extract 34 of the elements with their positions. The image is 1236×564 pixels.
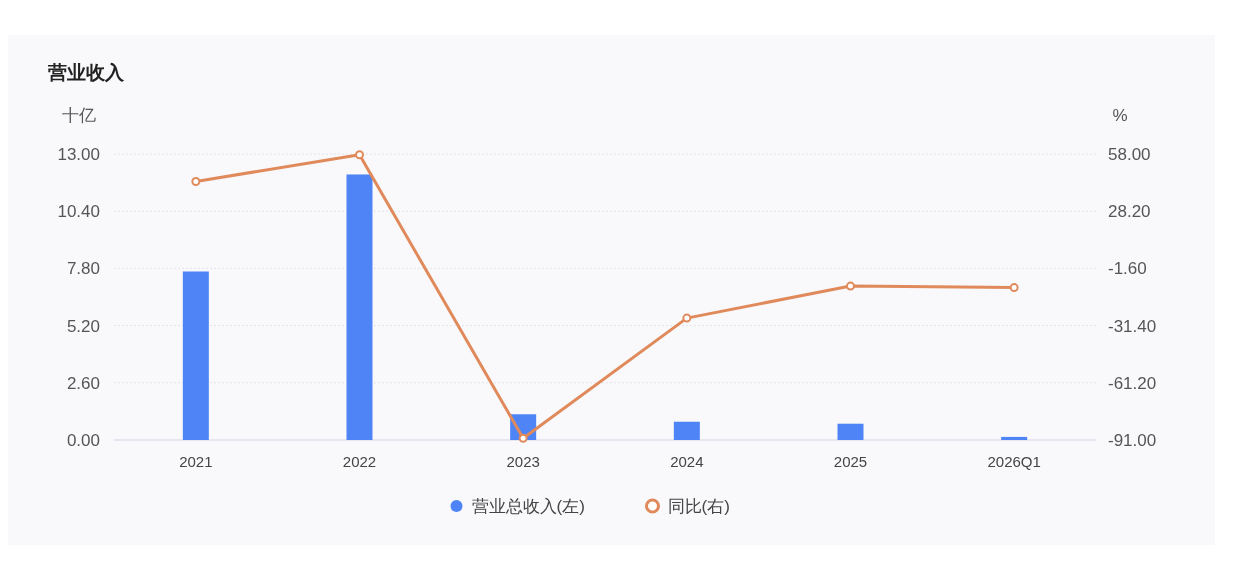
y2-tick-label: -31.40 [1108, 316, 1157, 336]
point [355, 150, 364, 160]
point [191, 176, 201, 186]
x-tick-label: 2023 [506, 453, 540, 470]
point [518, 433, 528, 443]
point [1009, 283, 1019, 293]
bar [182, 271, 209, 440]
y-tick-label: 13.00 [57, 145, 100, 164]
y-tick-label: 10.40 [57, 202, 100, 222]
legend-label: 同比(右) [667, 497, 730, 516]
bar [346, 174, 373, 440]
chart-title: 营业收入 [47, 62, 125, 83]
bar [837, 423, 864, 440]
x-tick-label: 2026Q1 [987, 453, 1041, 470]
x-tick-label: 2024 [670, 453, 704, 470]
bar [673, 421, 700, 440]
point [846, 281, 855, 291]
y2-tick-label: 58.00 [1108, 145, 1151, 164]
y-tick-label: 0.00 [66, 431, 100, 450]
y-tick-label: 7.80 [66, 259, 100, 279]
legend-label: 营业总收入(左) [471, 497, 585, 516]
y2-tick-label: -91.00 [1108, 431, 1157, 450]
y-axis-title: 十亿 [62, 106, 96, 125]
point [682, 313, 692, 323]
y2-tick-label: -61.20 [1108, 373, 1157, 393]
x-tick-label: 2021 [179, 453, 213, 470]
bar [1001, 436, 1028, 440]
y-tick-label: 5.20 [66, 316, 100, 336]
x-tick-label: 2025 [833, 453, 868, 470]
y2-tick-label: -1.60 [1108, 259, 1147, 279]
y-tick-label: 2.60 [66, 373, 100, 393]
x-tick-label: 2022 [342, 453, 377, 470]
y2-axis-title: % [1112, 106, 1128, 125]
y2-tick-label: 28.20 [1108, 202, 1151, 222]
